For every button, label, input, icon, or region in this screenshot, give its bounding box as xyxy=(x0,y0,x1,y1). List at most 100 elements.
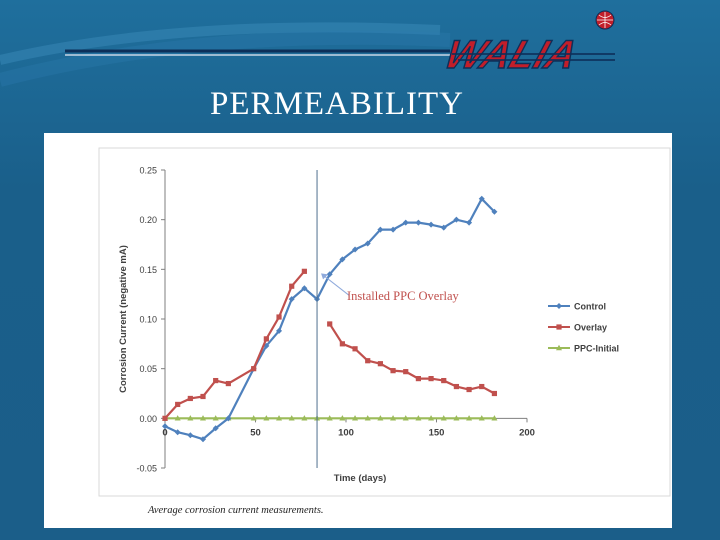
y-tick-label: 0.15 xyxy=(139,265,157,275)
data-point xyxy=(225,415,232,422)
series-line-overlay xyxy=(164,270,306,420)
y-axis-title: Corrosion Current (negative mA) xyxy=(118,245,129,393)
data-point xyxy=(415,415,422,421)
data-point xyxy=(479,383,485,390)
data-point xyxy=(251,366,257,372)
data-point xyxy=(212,425,219,432)
data-point xyxy=(441,377,447,384)
data-point xyxy=(289,283,295,289)
walia-logo: WALIA xyxy=(440,10,615,76)
data-point xyxy=(556,324,562,330)
data-point xyxy=(327,321,333,327)
data-point xyxy=(478,195,485,202)
legend: Control Overlay PPC-Initial xyxy=(548,302,619,354)
data-point xyxy=(187,415,194,421)
legend-label: Overlay xyxy=(574,323,607,333)
data-point xyxy=(466,415,473,421)
data-point xyxy=(200,436,207,443)
data-point xyxy=(453,216,460,223)
data-point xyxy=(326,415,333,421)
x-tick-label: 0 xyxy=(162,427,167,438)
y-tick-label: 0.25 xyxy=(139,166,157,176)
data-point xyxy=(491,415,498,421)
data-point xyxy=(276,415,283,421)
y-tick-label: 0.00 xyxy=(139,414,157,424)
data-point xyxy=(263,336,269,342)
data-point xyxy=(377,361,383,367)
data-point xyxy=(352,246,359,253)
data-point xyxy=(263,342,270,349)
data-point xyxy=(339,415,346,421)
data-point xyxy=(403,369,409,375)
data-point xyxy=(301,268,307,274)
data-point xyxy=(556,344,562,351)
data-point xyxy=(478,415,485,421)
series-line-control xyxy=(164,197,496,441)
x-tick-label: 150 xyxy=(429,427,445,438)
data-point xyxy=(174,415,181,421)
chart-panel: -0.05 0.00 0.05 0.10 0.15 0.20 0.25 0 50 100 150 20… xyxy=(44,133,672,528)
x-tick-label: 100 xyxy=(338,427,354,438)
data-point xyxy=(200,393,206,400)
data-point xyxy=(301,285,308,292)
data-point xyxy=(466,219,473,226)
data-point xyxy=(187,432,194,439)
data-point xyxy=(440,224,447,231)
data-point xyxy=(339,341,345,347)
data-point xyxy=(428,376,434,382)
data-point xyxy=(212,415,219,421)
data-point xyxy=(365,358,371,364)
data-point xyxy=(364,240,371,247)
data-point xyxy=(276,327,283,334)
data-point xyxy=(415,376,421,382)
x-tick-label: 50 xyxy=(250,427,261,438)
annotation-label: Installed PPC Overlay xyxy=(347,289,460,303)
data-point xyxy=(352,346,358,352)
data-point xyxy=(187,395,193,402)
chart-caption: Average corrosion current measurements. xyxy=(148,505,324,516)
data-point xyxy=(440,415,447,421)
legend-label: Control xyxy=(574,302,606,312)
data-point xyxy=(352,415,359,421)
data-point xyxy=(556,303,562,309)
data-point xyxy=(200,415,207,421)
data-point xyxy=(402,415,409,421)
series-overlay xyxy=(162,268,498,421)
data-point xyxy=(174,429,181,436)
data-point xyxy=(491,208,498,215)
y-tick-label: 0.10 xyxy=(139,315,157,325)
annotation: Installed PPC Overlay xyxy=(316,170,460,468)
arrow-head-icon xyxy=(321,273,329,280)
data-point xyxy=(415,219,422,226)
data-point xyxy=(390,368,396,374)
x-tick-label: 200 xyxy=(519,427,535,438)
data-point xyxy=(377,226,384,233)
annotation-arrow xyxy=(321,273,350,296)
data-point xyxy=(402,219,409,226)
data-point xyxy=(491,390,498,397)
data-point xyxy=(453,383,460,390)
slide-title: PERMEABILITY xyxy=(210,86,464,122)
series-line-overlay xyxy=(328,323,495,395)
y-tick-label: 0.05 xyxy=(139,364,157,374)
data-point xyxy=(390,415,397,421)
data-point xyxy=(162,415,168,421)
legend-label: PPC-Initial xyxy=(574,344,619,354)
x-axis-title: Time (days) xyxy=(334,473,387,484)
data-point xyxy=(213,377,219,384)
chart-border xyxy=(98,147,671,497)
data-point xyxy=(225,380,231,387)
data-point xyxy=(364,415,371,421)
y-tick-label: 0.20 xyxy=(139,215,157,225)
data-point xyxy=(288,296,295,303)
data-point xyxy=(428,221,435,228)
data-point xyxy=(377,415,384,421)
data-point xyxy=(263,415,270,421)
series-control xyxy=(162,195,498,443)
data-point xyxy=(339,256,346,263)
data-point xyxy=(276,314,282,320)
y-tick-label: -0.05 xyxy=(136,464,157,474)
data-point xyxy=(301,415,308,421)
data-point xyxy=(428,415,435,421)
data-point xyxy=(453,415,460,421)
